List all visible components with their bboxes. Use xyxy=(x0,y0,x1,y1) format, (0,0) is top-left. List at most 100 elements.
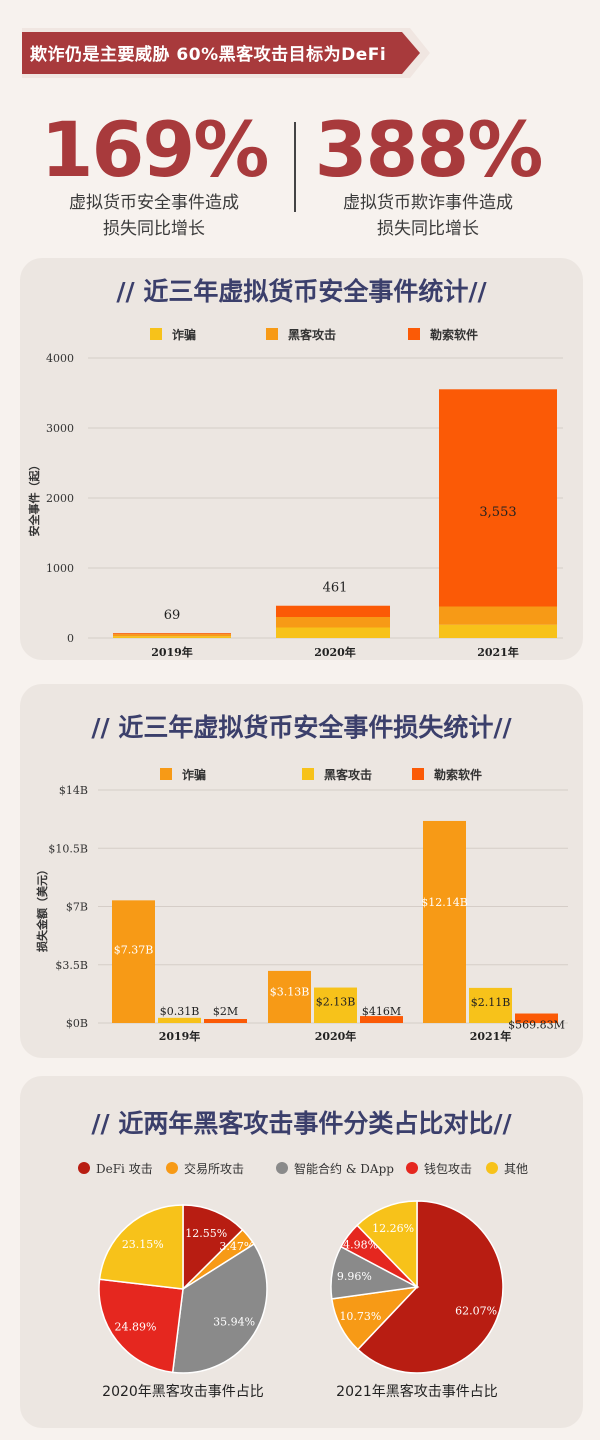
stat-value: 388% xyxy=(314,105,544,194)
slice-label: 10.73% xyxy=(339,1310,381,1323)
x-tick-label: 2019年 xyxy=(151,645,193,659)
bar-segment xyxy=(113,634,231,637)
panel-loss-amount: // 近三年虚拟货币安全事件损失统计// 诈骗 黑客攻击 勒索软件 $0B $3.5B $… xyxy=(20,684,583,1058)
stat-fraud-loss: 388% 虚拟货币欺诈事件造成 损失同比增长 xyxy=(298,110,558,242)
total-label: 461 xyxy=(323,581,348,596)
stat-security-loss: 169% 虚拟货币安全事件造成 损失同比增长 xyxy=(24,110,284,242)
value-label: $2M xyxy=(213,1005,238,1018)
legend-dot xyxy=(406,1162,418,1174)
y-tick-label: $3.5B xyxy=(55,959,88,972)
y-axis-label: 安全事件（起） xyxy=(27,460,41,537)
legend-swatch xyxy=(266,328,278,340)
y-tick-label: 1000 xyxy=(46,562,74,575)
value-label: $416M xyxy=(362,1005,401,1018)
slice-label: 24.89% xyxy=(114,1320,156,1333)
banner-title: 欺诈仍是主要威胁 60%黑客攻击目标为DeFi xyxy=(30,45,387,65)
legend-swatch xyxy=(160,768,172,780)
pie-slice xyxy=(171,1243,268,1374)
legend-label: 其他 xyxy=(504,1162,528,1176)
legend-label: 勒索软件 xyxy=(434,767,482,782)
slice-label: 23.15% xyxy=(122,1238,164,1251)
legend-label: DeFi 攻击 xyxy=(96,1162,153,1176)
bar-segment xyxy=(276,627,390,638)
incident-count-chart: 诈骗 黑客攻击 勒索软件 0 1000 2000 3000 4000 安全事件（起） 69 2019… xyxy=(27,327,563,659)
pie-slice xyxy=(356,1200,418,1289)
legend-label: 诈骗 xyxy=(182,767,206,782)
y-tick-label: 0 xyxy=(67,632,74,645)
panel-hack-category: // 近两年黑客攻击事件分类占比对比// DeFi 攻击 交易所攻击 智能合约 & … xyxy=(20,1076,583,1428)
legend-label: 钱包攻击 xyxy=(424,1161,472,1176)
bar xyxy=(158,1017,201,1023)
title-banner xyxy=(22,28,430,78)
legend-dot xyxy=(276,1162,288,1174)
legend-swatch xyxy=(150,328,162,340)
legend-label: 交易所攻击 xyxy=(184,1161,244,1176)
chart3-title: // 近两年黑客攻击事件分类占比对比// xyxy=(91,1109,512,1138)
value-label: $3.13B xyxy=(270,986,310,999)
bar xyxy=(314,987,357,1023)
legend-label: 诈骗 xyxy=(172,327,196,342)
bar-segment xyxy=(276,617,390,628)
legend-dot xyxy=(166,1162,178,1174)
bar xyxy=(360,1016,403,1023)
bar-segment xyxy=(439,624,557,638)
legend-label: 勒索软件 xyxy=(430,327,478,342)
pie-caption: 2020年黑客攻击事件占比 xyxy=(102,1383,264,1400)
pie-slice xyxy=(356,1200,504,1374)
x-tick-label: 2021年 xyxy=(470,1029,512,1043)
stat-desc-line2: 损失同比增长 xyxy=(103,219,205,239)
legend-label: 黑客攻击 xyxy=(288,327,336,342)
value-label: $12.14B xyxy=(421,896,468,909)
x-tick-label: 2019年 xyxy=(159,1029,201,1043)
bar xyxy=(204,1019,247,1023)
x-tick-label: 2020年 xyxy=(315,1029,357,1043)
y-tick-label: $7B xyxy=(66,901,88,914)
bar-segment xyxy=(113,633,231,635)
bar xyxy=(112,900,155,1023)
value-label: $2.11B xyxy=(471,996,511,1009)
y-tick-label: 2000 xyxy=(46,492,74,505)
value-label: $2.13B xyxy=(316,996,356,1009)
y-axis-label: 损失金额（美元） xyxy=(35,864,49,952)
bar-segment xyxy=(276,605,390,617)
bar xyxy=(469,987,512,1023)
stat-desc-line1: 虚拟货币欺诈事件造成 xyxy=(343,193,513,213)
slice-label: 4.98% xyxy=(343,1239,378,1252)
slice-label: 12.55% xyxy=(185,1227,227,1240)
legend-dot xyxy=(486,1162,498,1174)
slice-label: 62.07% xyxy=(455,1305,497,1318)
stat-divider xyxy=(294,122,296,212)
loss-amount-chart: 诈骗 黑客攻击 勒索软件 $0B $3.5B $7B $10.5B $14B 损失金额（美元） $… xyxy=(35,767,568,1043)
legend-swatch xyxy=(412,768,424,780)
slice-label: 12.26% xyxy=(372,1222,414,1235)
bar-segment xyxy=(439,389,557,607)
chart2-title: // 近三年虚拟货币安全事件损失统计// xyxy=(91,713,512,742)
total-label: 69 xyxy=(164,608,181,623)
y-tick-label: $14B xyxy=(59,784,88,797)
legend-label: 智能合约 & DApp xyxy=(294,1161,394,1176)
pie-slice xyxy=(98,1204,184,1290)
y-tick-label: 3000 xyxy=(46,422,74,435)
pie-caption: 2021年黑客攻击事件占比 xyxy=(336,1383,498,1400)
pie-slice xyxy=(98,1278,184,1374)
x-tick-label: 2021年 xyxy=(477,645,519,659)
slice-label: 35.94% xyxy=(213,1315,255,1328)
y-tick-label: $10.5B xyxy=(48,842,88,855)
stat-desc-line1: 虚拟货币安全事件造成 xyxy=(69,193,239,213)
value-label: $7.37B xyxy=(114,943,154,956)
slice-label: 9.96% xyxy=(337,1270,372,1283)
value-label: $0.31B xyxy=(160,1005,200,1018)
chart1-title: // 近三年虚拟货币安全事件统计// xyxy=(116,277,487,306)
legend-swatch xyxy=(408,328,420,340)
total-label: 3,553 xyxy=(479,505,516,520)
legend-swatch xyxy=(302,768,314,780)
hack-category-chart: DeFi 攻击 交易所攻击 智能合约 & DApp 钱包攻击 其他12.55%3.47%… xyxy=(78,1161,528,1400)
bar xyxy=(423,820,466,1023)
bar xyxy=(515,1013,558,1023)
y-tick-label: $0B xyxy=(66,1017,88,1030)
y-tick-label: 4000 xyxy=(46,352,74,365)
legend-dot xyxy=(78,1162,90,1174)
bar xyxy=(268,970,311,1023)
bar-segment xyxy=(113,636,231,638)
stat-value: 169% xyxy=(40,105,270,194)
